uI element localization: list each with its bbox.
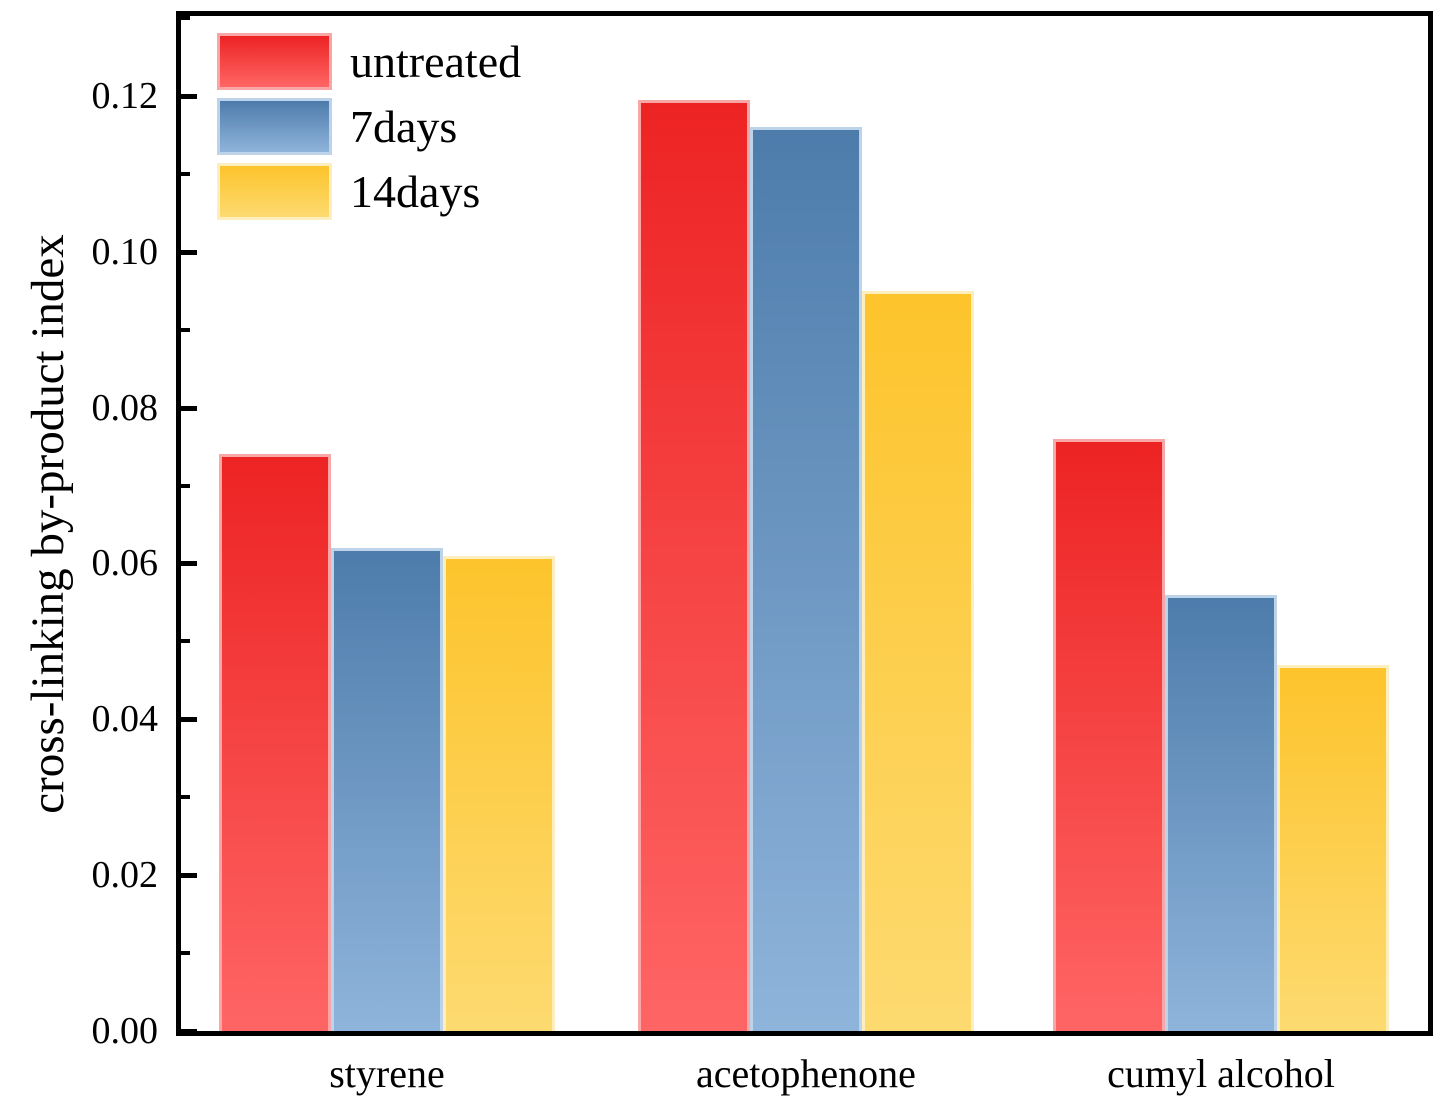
y-minor-tick [181,483,190,488]
legend-label-7days: 7days [350,101,458,152]
y-minor-tick [181,171,190,176]
y-minor-tick [181,951,190,956]
legend-label-14days: 14days [350,166,481,217]
bar-cumyl-alcohol-untreated [1053,439,1165,1031]
y-major-tick-0.08 [181,405,197,411]
y-minor-tick [181,795,190,800]
bar-styrene-7days [331,548,443,1031]
y-tick-label-0.12: 0.12 [91,74,159,117]
legend: untreated 7days 14days [217,33,521,228]
y-major-tick-0.10 [181,249,197,255]
bar-cumyl-alcohol-14days [1277,665,1389,1031]
y-major-tick-0.00 [181,1029,197,1034]
bar-acetophenone-untreated [638,100,750,1031]
y-minor-tick [181,16,190,21]
legend-item-7days: 7days [217,98,521,155]
x-tick-label-acetophenone: acetophenone [696,1051,916,1096]
plot-inner: untreated 7days 14days [181,16,1428,1034]
y-tick-label-0.04: 0.04 [91,698,159,741]
legend-label-untreated: untreated [350,36,522,87]
legend-item-untreated: untreated [217,33,521,90]
legend-swatch-7days [217,98,332,155]
y-tick-label-0.00: 0.00 [91,1010,159,1052]
x-tick-label-cumyl-alcohol: cumyl alcohol [1107,1051,1335,1096]
y-tick-label-0.08: 0.08 [91,386,159,429]
y-minor-tick [181,639,190,644]
bar-styrene-untreated [219,454,331,1031]
bar-acetophenone-14days [862,291,974,1031]
bar-cumyl-alcohol-7days [1165,595,1277,1031]
x-tick-label-styrene: styrene [329,1051,445,1096]
y-tick-label-0.06: 0.06 [91,542,159,585]
y-tick-label-0.10: 0.10 [91,230,159,273]
y-minor-tick [181,327,190,332]
legend-swatch-14days [217,163,332,220]
y-major-tick-0.06 [181,561,197,567]
y-tick-label-0.02: 0.02 [91,854,159,897]
bar-styrene-14days [443,556,555,1031]
legend-swatch-untreated [217,33,332,90]
y-major-tick-0.02 [181,873,197,879]
y-major-tick-0.04 [181,717,197,723]
legend-item-14days: 14days [217,163,521,220]
bar-acetophenone-7days [750,127,862,1031]
plot-area: untreated 7days 14days [176,11,1433,1036]
y-major-tick-0.12 [181,93,197,99]
